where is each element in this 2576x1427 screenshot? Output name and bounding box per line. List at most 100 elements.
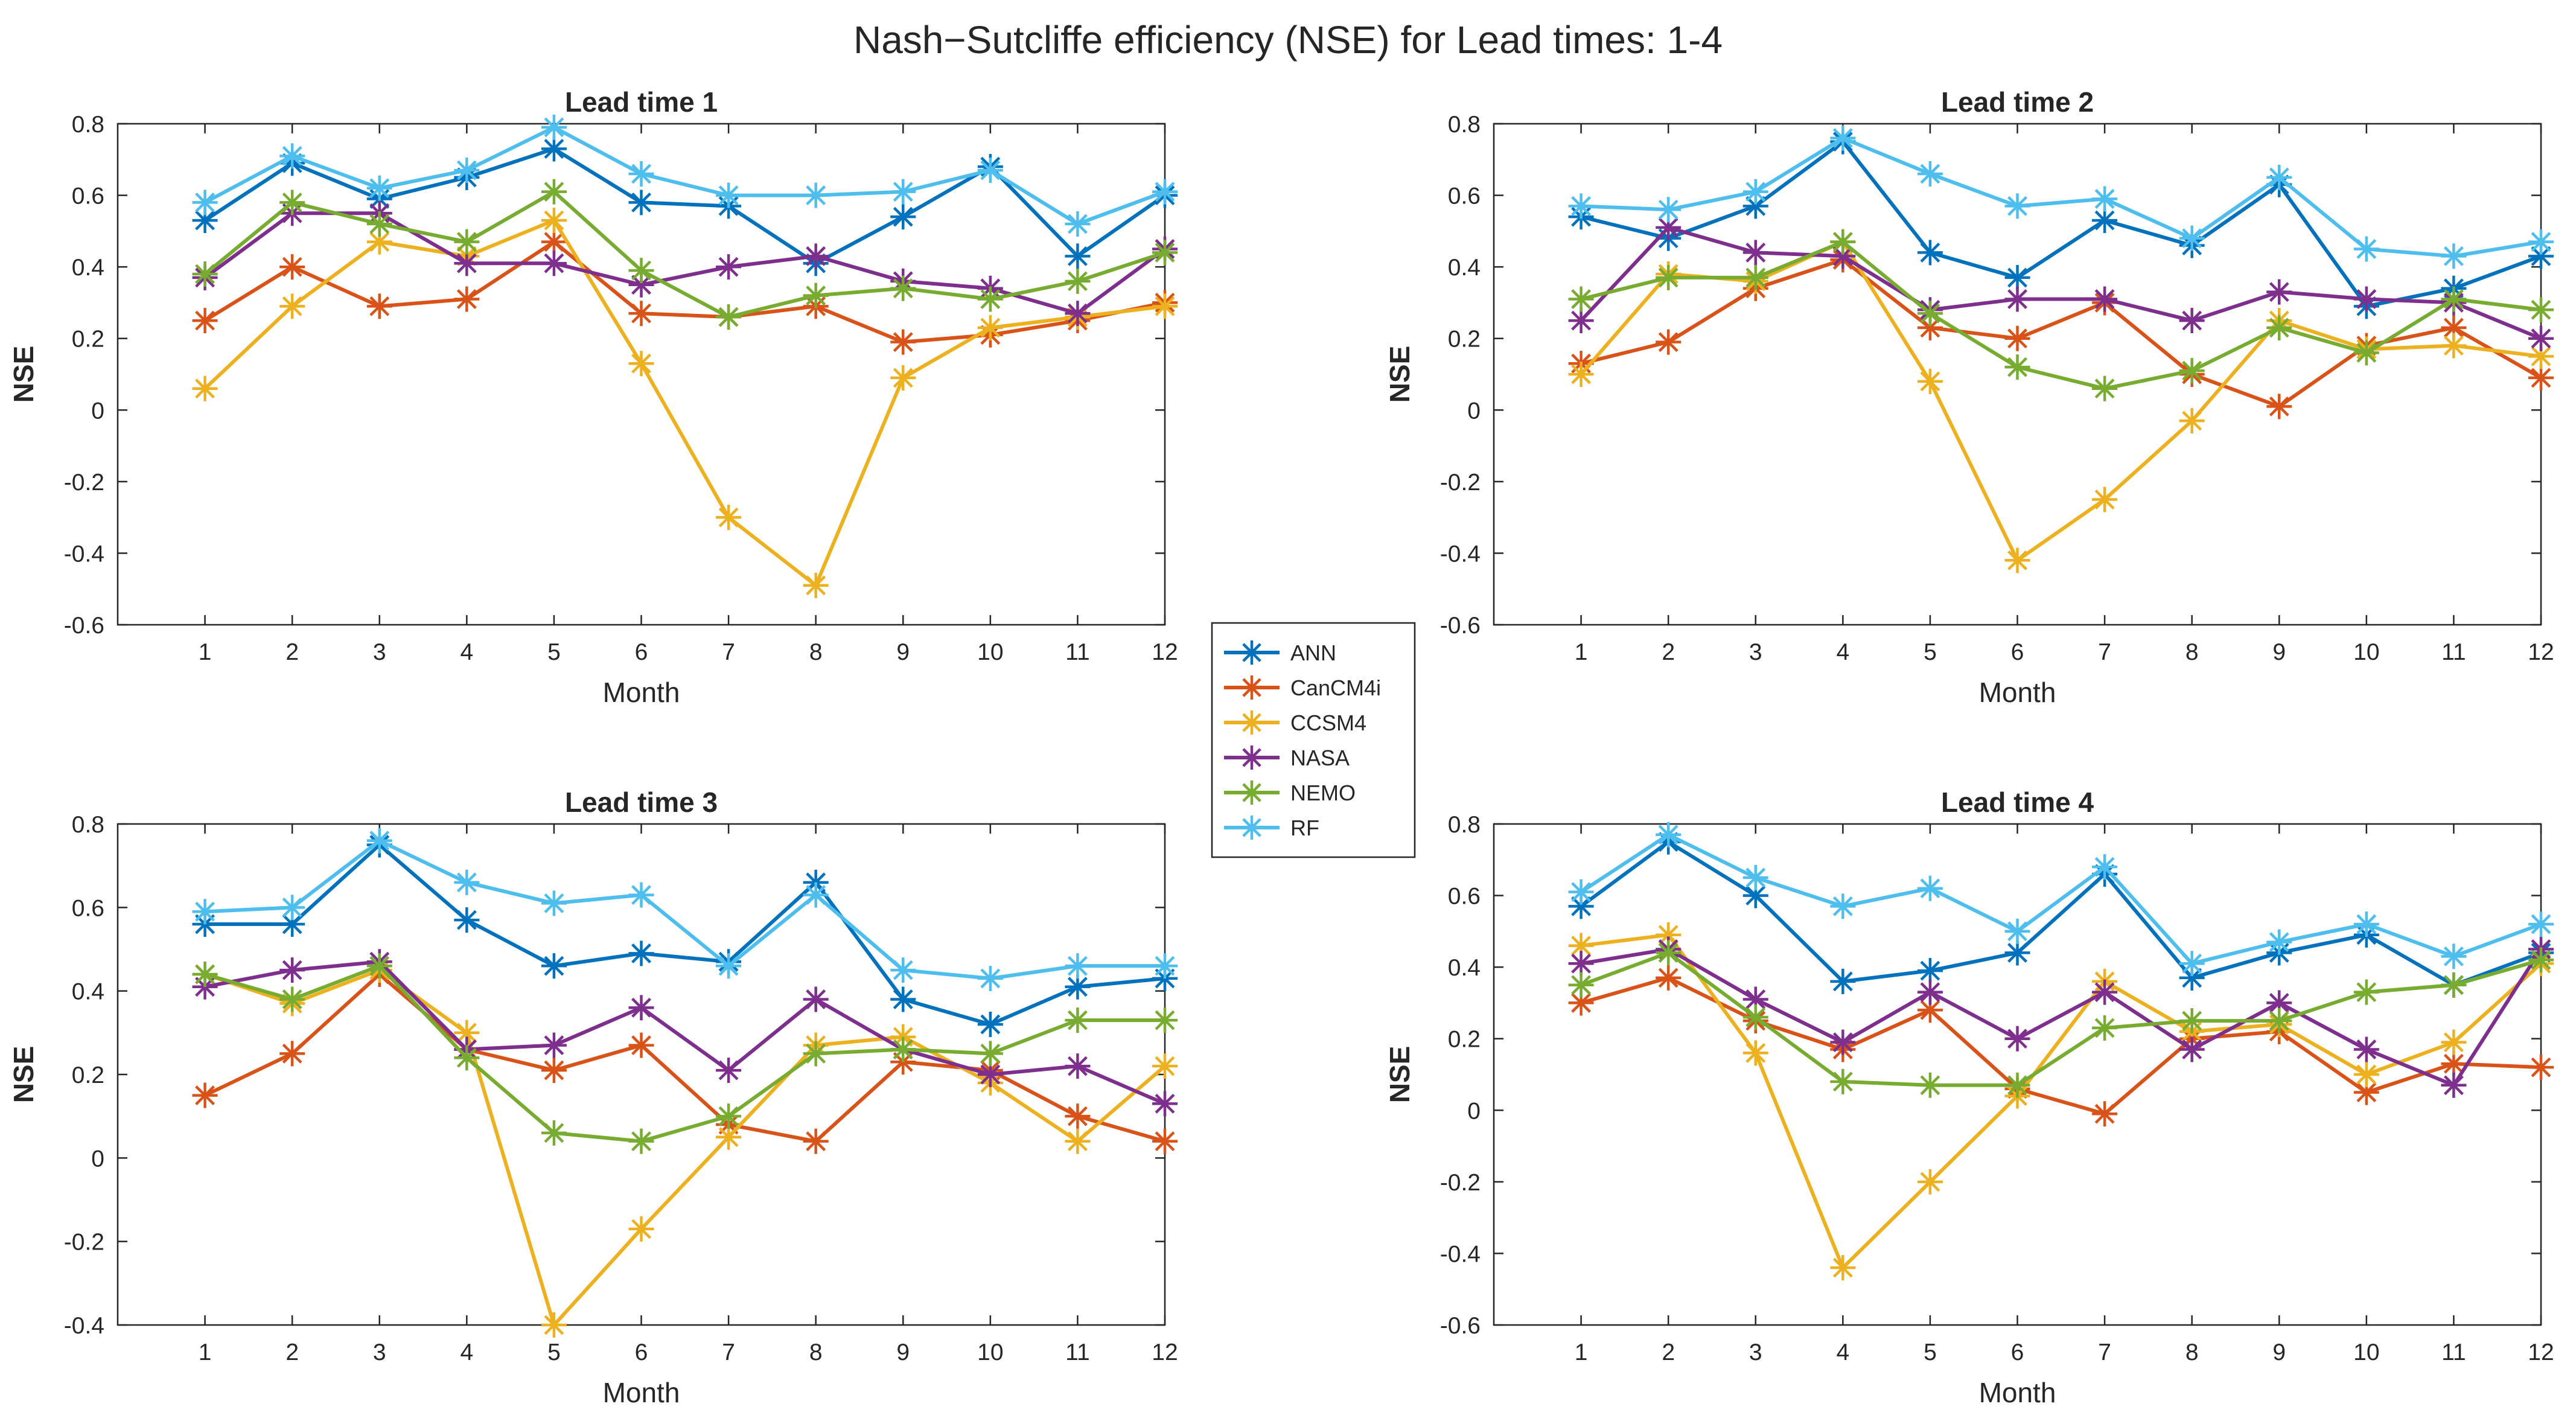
data-point [716, 182, 742, 208]
data-point [890, 329, 916, 355]
data-point [1065, 1103, 1091, 1129]
y-tick-label: -0.2 [1440, 470, 1481, 496]
data-point [1568, 308, 1594, 334]
data-point [541, 229, 567, 255]
data-point [541, 1312, 567, 1338]
subplot-title: Lead time 3 [565, 787, 718, 818]
data-point [1917, 240, 1943, 266]
x-tick-label: 2 [285, 1339, 299, 1365]
data-point [2353, 911, 2379, 937]
data-point [2092, 979, 2118, 1005]
subplot-lead-time-3: Lead time 31 2 3 4 5 6 7 8 9 10 11 12-0.4-0.200.20.… [8, 787, 1178, 1408]
x-tick-label: 5 [547, 639, 561, 665]
data-point [2353, 979, 2379, 1005]
series-rf [192, 114, 1178, 237]
data-point [803, 283, 829, 308]
data-point [1830, 1255, 1856, 1281]
x-tick-label: 1 [199, 639, 212, 665]
y-tick-label: 0.6 [1448, 184, 1481, 209]
legend-entry-nemo: NEMO [1224, 781, 1356, 805]
x-tick-label: 9 [2272, 639, 2286, 665]
x-tick-label: 7 [722, 1339, 735, 1365]
data-point [2179, 1036, 2205, 1062]
data-point [1152, 1128, 1178, 1154]
data-point [803, 243, 829, 269]
data-point [628, 351, 654, 377]
data-point [279, 986, 305, 1012]
y-tick-label: 0.2 [72, 1062, 104, 1088]
data-point [2528, 297, 2554, 323]
legend-entry-rf: RF [1224, 816, 1319, 840]
data-point [2441, 972, 2467, 998]
y-tick-label: 0.6 [72, 184, 104, 209]
series-line [204, 240, 1165, 344]
data-point [192, 899, 218, 925]
data-point [1917, 301, 1943, 327]
data-point [1830, 125, 1856, 151]
data-point [890, 986, 916, 1012]
series-line [204, 964, 1165, 1143]
x-tick-label: 10 [977, 1339, 1003, 1365]
legend-marker [1240, 675, 1264, 700]
data-point [1917, 1169, 1943, 1195]
data-point [716, 1058, 742, 1084]
x-tick-label: 11 [1065, 639, 1090, 665]
data-point [1568, 951, 1594, 977]
data-point [1917, 875, 1943, 901]
x-axis-label: Month [603, 677, 680, 708]
data-point [366, 175, 392, 201]
data-point [2441, 333, 2467, 359]
x-tick-label: 6 [635, 1339, 648, 1365]
x-tick-label: 8 [2185, 1339, 2199, 1365]
data-point [1656, 197, 1682, 223]
data-point [2353, 340, 2379, 366]
data-point [803, 182, 829, 208]
data-point [2004, 918, 2030, 944]
data-point [541, 1120, 567, 1146]
series-rf [1568, 822, 2554, 977]
data-point [2179, 358, 2205, 384]
data-point [890, 275, 916, 301]
series-line [203, 211, 1166, 316]
legend-entry-ccsm4: CCSM4 [1224, 710, 1366, 735]
data-point [1917, 1072, 1943, 1098]
data-point [1656, 965, 1682, 991]
x-tick-label: 1 [199, 1339, 212, 1365]
data-point [1568, 286, 1594, 312]
legend: ANN CanCM4i CCSM4 NASA NEMO RF [1211, 622, 1416, 858]
data-point [366, 293, 392, 319]
series-line [1581, 947, 2543, 1087]
data-point [454, 251, 480, 276]
series-line [1580, 975, 2542, 1116]
x-tick-label: 4 [1836, 639, 1849, 665]
data-point [1065, 1007, 1091, 1033]
subplot-lead-time-1: Lead time 11 2 3 4 5 6 7 8 9 10 11 12-0.6-0.4-0.200… [8, 86, 1178, 708]
y-tick-label: 0.4 [72, 979, 104, 1005]
data-point [716, 254, 742, 280]
x-tick-label: 5 [547, 1339, 561, 1365]
data-point [2528, 229, 2554, 255]
series-nasa [1568, 214, 2554, 351]
legend-label: CanCM4i [1290, 675, 1381, 700]
subplot-lead-time-2: Lead time 21 2 3 4 5 6 7 8 9 10 11 12-0.6-0.4-0.200… [1384, 86, 2554, 708]
legend-label: CCSM4 [1290, 710, 1366, 735]
data-point [1065, 953, 1091, 979]
data-point [1830, 893, 1856, 919]
y-tick-label: -0.4 [64, 541, 104, 567]
data-point [366, 211, 392, 237]
y-tick-label: 0 [91, 398, 104, 424]
series-line [1581, 136, 2542, 258]
data-point [1568, 193, 1594, 219]
data-point [192, 375, 218, 401]
data-point [890, 957, 916, 983]
x-tick-label: 10 [2353, 639, 2379, 665]
data-point [279, 190, 305, 215]
x-tick-label: 6 [2011, 639, 2024, 665]
data-point [1065, 243, 1091, 269]
x-tick-label: 12 [1152, 1339, 1178, 1365]
data-point [454, 1045, 480, 1071]
data-point [1830, 1068, 1856, 1094]
series-nemo [192, 179, 1178, 330]
data-point [977, 965, 1003, 991]
data-point [1568, 972, 1594, 998]
